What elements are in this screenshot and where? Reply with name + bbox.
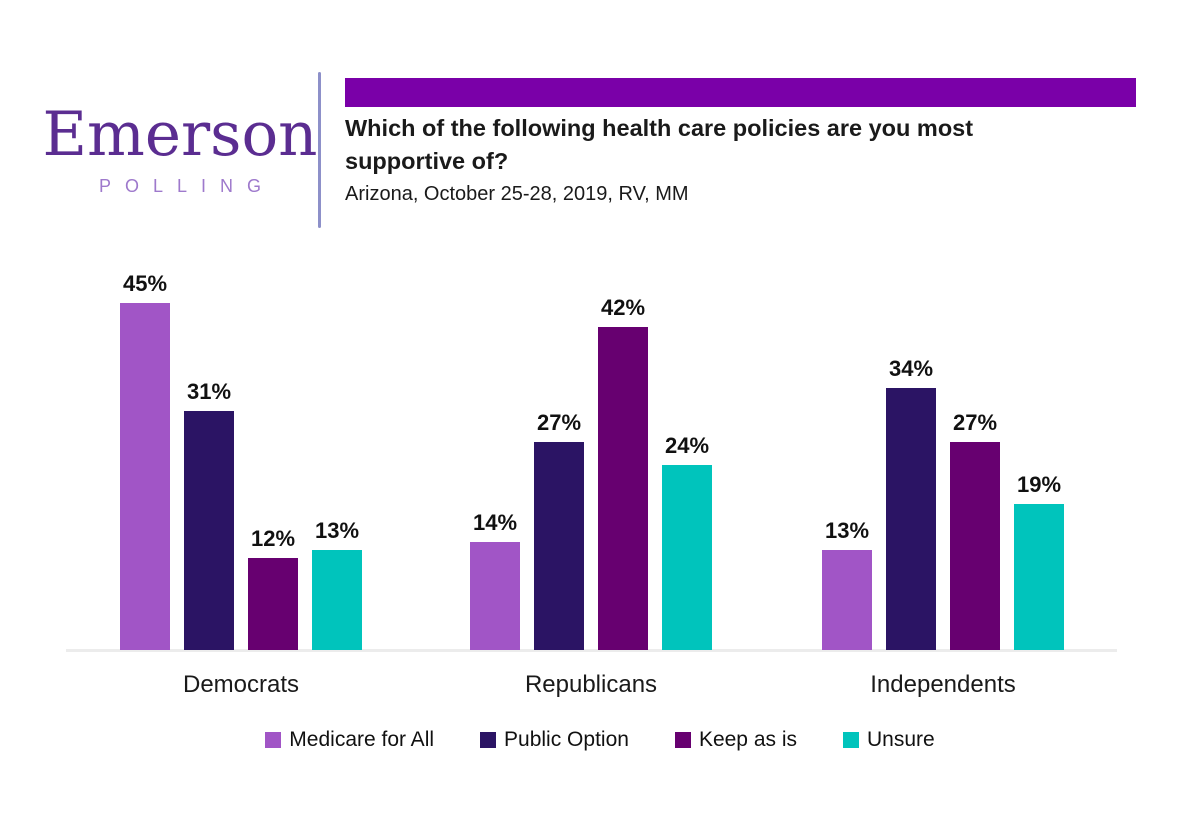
category-label-independents: Independents — [870, 671, 1016, 698]
legend-item-medicare-for-all: Medicare for All — [265, 728, 434, 752]
bar-rect-republicans-unsure — [662, 465, 712, 650]
data-label-independents-keep-as-is: 27% — [952, 410, 998, 435]
logo-wordmark: Emerson — [42, 99, 318, 170]
legend-label-keep-as-is: Keep as is — [698, 728, 797, 751]
chart-title: Which of the following health care polic… — [345, 115, 974, 174]
bar-independents-keep-as-is: 27% — [950, 410, 1000, 650]
bar-democrats-public-option: 31% — [184, 379, 234, 650]
bar-rect-independents-unsure — [1014, 504, 1064, 650]
legend-item-public-option: Public Option — [480, 728, 629, 752]
bar-democrats-unsure: 13% — [312, 518, 362, 650]
data-label-republicans-public-option: 27% — [536, 410, 582, 435]
data-label-independents-unsure: 19% — [1016, 472, 1062, 497]
bar-democrats-medicare-for-all: 45% — [120, 271, 170, 650]
logo-tagline: POLLING — [98, 176, 276, 196]
x-axis-line — [66, 649, 1117, 652]
legend-swatch-icon-keep-as-is — [674, 732, 691, 748]
bar-democrats-keep-as-is: 12% — [248, 526, 298, 650]
legend-swatch-icon-unsure — [843, 732, 859, 748]
header-accent-bar — [345, 78, 1136, 107]
legend-item-keep-as-is: Keep as is — [674, 728, 797, 752]
bar-rect-independents-medicare-for-all — [822, 550, 872, 650]
legend-label-medicare-for-all: Medicare for All — [289, 728, 435, 751]
bar-rect-democrats-keep-as-is — [248, 558, 298, 650]
bar-rect-republicans-public-option — [534, 442, 584, 650]
data-label-republicans-medicare-for-all: 14% — [472, 510, 518, 535]
legend-item-unsure: Unsure — [843, 728, 935, 752]
legend-label-public-option: Public Option — [504, 728, 629, 751]
data-label-democrats-medicare-for-all: 45% — [122, 271, 168, 296]
chart-legend: Medicare for All Public Option Keep as is U… — [0, 728, 1200, 752]
bar-chart-plot-area: 45% 31% 12% 13% Democrats 14% 27% 42% 24% Republi… — [0, 255, 1200, 698]
bar-rect-democrats-medicare-for-all — [120, 303, 170, 650]
bar-group-democrats: 45% 31% 12% 13% — [120, 271, 362, 650]
legend-swatch-icon-medicare-for-all — [265, 732, 282, 748]
bar-independents-unsure: 19% — [1014, 472, 1064, 650]
bar-republicans-keep-as-is: 42% — [598, 295, 648, 650]
bar-republicans-public-option: 27% — [534, 410, 584, 650]
bar-rect-democrats-unsure — [312, 550, 362, 650]
legend-label-unsure: Unsure — [867, 728, 935, 751]
data-label-democrats-keep-as-is: 12% — [250, 526, 296, 551]
data-label-independents-medicare-for-all: 13% — [824, 518, 870, 543]
data-label-democrats-unsure: 13% — [314, 518, 360, 543]
data-label-democrats-public-option: 31% — [186, 379, 232, 404]
emerson-polling-logo: Emerson POLLING — [40, 103, 320, 197]
bar-rect-republicans-keep-as-is — [598, 327, 648, 650]
header-title-block: Which of the following health care polic… — [345, 112, 1090, 207]
bar-rect-republicans-medicare-for-all — [470, 542, 520, 650]
data-label-republicans-unsure: 24% — [664, 433, 710, 458]
category-label-democrats: Democrats — [182, 671, 300, 698]
category-label-republicans: Republicans — [524, 671, 658, 698]
data-label-republicans-keep-as-is: 42% — [600, 295, 646, 320]
bar-rect-democrats-public-option — [184, 411, 234, 650]
bar-group-independents: 13% 34% 27% 19% — [822, 356, 1064, 650]
legend-swatch-icon-public-option — [480, 732, 497, 748]
bar-republicans-unsure: 24% — [662, 433, 712, 650]
bar-independents-public-option: 34% — [886, 356, 936, 650]
bar-rect-independents-keep-as-is — [950, 442, 1000, 650]
data-label-independents-public-option: 34% — [888, 356, 934, 381]
bar-group-republicans: 14% 27% 42% 24% — [470, 295, 712, 650]
bar-republicans-medicare-for-all: 14% — [470, 510, 520, 650]
bar-rect-independents-public-option — [886, 388, 936, 650]
header-divider-line — [318, 72, 321, 228]
chart-subtitle: Arizona, October 25-28, 2019, RV, MM — [345, 183, 689, 205]
bar-independents-medicare-for-all: 13% — [822, 518, 872, 650]
